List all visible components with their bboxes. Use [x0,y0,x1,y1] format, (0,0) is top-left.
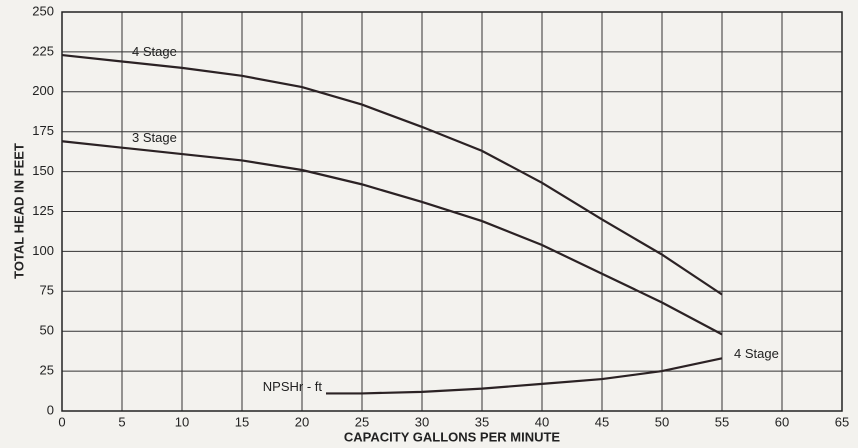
x-tick-label: 20 [295,414,309,429]
series-line [61,53,723,296]
x-tick-label: 25 [355,414,369,429]
y-tick-label: 25 [40,363,54,378]
y-tick-label: 75 [40,283,54,298]
series-line [61,140,723,336]
y-tick-label: 150 [32,163,54,178]
y-tick-label: 0 [47,402,54,417]
y-tick-label: 50 [40,323,54,338]
x-tick-label: 45 [595,414,609,429]
y-tick-label: 250 [32,3,54,18]
x-tick-label: 5 [118,414,125,429]
series-line [326,357,723,395]
y-tick-label: 125 [32,203,54,218]
x-tick-label: 55 [715,414,729,429]
x-tick-label: 15 [235,414,249,429]
series-label: NPSHr - ft [263,379,323,394]
y-tick-label: 225 [32,43,54,58]
series-label: 4 Stage [132,44,177,59]
x-tick-label: 35 [475,414,489,429]
y-tick-label: 100 [32,243,54,258]
x-tick-label: 65 [835,414,849,429]
x-tick-label: 10 [175,414,189,429]
x-axis-title: CAPACITY GALLONS PER MINUTE [344,429,561,444]
y-axis-title: TOTAL HEAD IN FEET [11,143,26,279]
series-label: 3 Stage [132,130,177,145]
x-tick-label: 0 [58,414,65,429]
x-tick-label: 60 [775,414,789,429]
x-tick-label: 40 [535,414,549,429]
y-tick-label: 200 [32,83,54,98]
annotation: 4 Stage [734,346,779,361]
x-tick-label: 30 [415,414,429,429]
x-tick-label: 50 [655,414,669,429]
y-tick-label: 175 [32,123,54,138]
plot-frame [61,11,843,412]
